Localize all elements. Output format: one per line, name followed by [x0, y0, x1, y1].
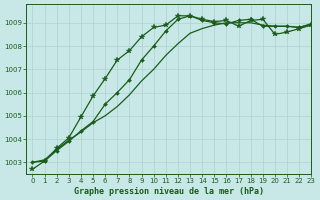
- X-axis label: Graphe pression niveau de la mer (hPa): Graphe pression niveau de la mer (hPa): [74, 187, 264, 196]
